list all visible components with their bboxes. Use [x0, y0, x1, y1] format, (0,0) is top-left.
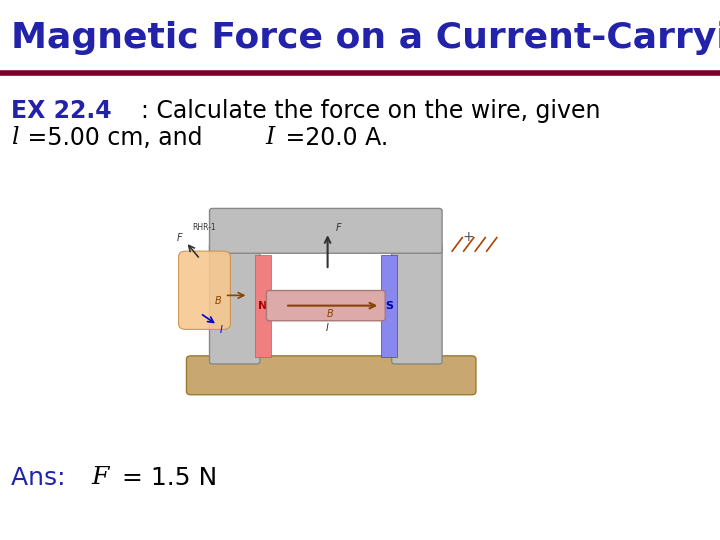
FancyBboxPatch shape [210, 244, 260, 364]
Text: Ans:: Ans: [11, 466, 73, 490]
Bar [255, 255, 271, 357]
FancyBboxPatch shape [266, 291, 385, 321]
Text: Magnetic Force on a Current-Carrying Conductor: Magnetic Force on a Current-Carrying Con… [11, 21, 720, 55]
FancyBboxPatch shape [186, 356, 476, 395]
Text: I: I [266, 126, 275, 149]
Text: l: l [11, 126, 18, 149]
Text: F: F [91, 467, 109, 489]
Text: = 1.5 N: = 1.5 N [114, 466, 217, 490]
Text: B: B [326, 309, 333, 319]
FancyBboxPatch shape [392, 244, 442, 364]
Text: I: I [220, 326, 222, 335]
Text: =5.00 cm, and: =5.00 cm, and [20, 126, 210, 150]
Text: +: + [462, 230, 474, 244]
Text: : Calculate the force on the wire, given: : Calculate the force on the wire, given [140, 99, 608, 123]
Text: B: B [215, 296, 222, 306]
Text: F: F [177, 233, 183, 242]
Text: =20.0 A.: =20.0 A. [278, 126, 388, 150]
Text: EX 22.4: EX 22.4 [11, 99, 112, 123]
Text: RHR-1: RHR-1 [193, 224, 216, 232]
FancyBboxPatch shape [210, 208, 442, 253]
Bar [381, 255, 397, 357]
Text: S: S [384, 301, 393, 311]
FancyBboxPatch shape [179, 251, 230, 329]
Text: I: I [326, 323, 329, 333]
Text: N: N [258, 301, 267, 311]
Text: F: F [336, 223, 341, 233]
